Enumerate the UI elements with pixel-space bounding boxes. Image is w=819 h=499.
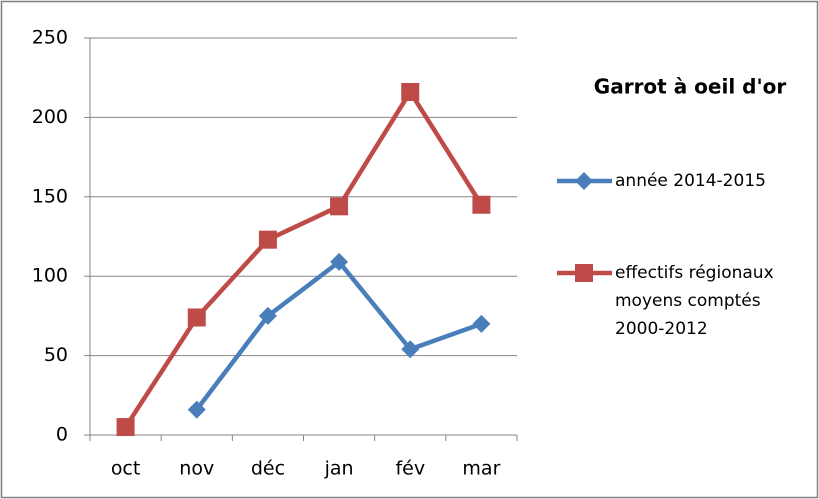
y-tick-label: 0 bbox=[56, 424, 68, 446]
y-tick-label: 50 bbox=[44, 344, 68, 366]
y-tick-label: 200 bbox=[32, 106, 68, 128]
y-tick-label: 100 bbox=[32, 265, 68, 287]
x-tick-label: nov bbox=[179, 458, 214, 480]
marker bbox=[187, 308, 206, 327]
marker bbox=[258, 306, 277, 325]
marker bbox=[472, 195, 491, 214]
x-tick-label: fév bbox=[395, 458, 425, 480]
legend-label: année 2014-2015 bbox=[615, 171, 766, 191]
x-tick-label: jan bbox=[324, 458, 354, 480]
marker bbox=[472, 314, 491, 333]
marker bbox=[116, 418, 135, 437]
x-tick-label: déc bbox=[251, 458, 285, 480]
legend-marker bbox=[575, 172, 593, 190]
marker bbox=[330, 197, 349, 216]
marker bbox=[187, 400, 206, 419]
legend-marker bbox=[575, 264, 593, 282]
marker bbox=[401, 340, 420, 359]
series-line bbox=[123, 89, 484, 429]
y-tick-label: 150 bbox=[32, 185, 68, 207]
chart-title: Garrot à oeil d'or bbox=[594, 75, 787, 99]
y-tick-label: 250 bbox=[32, 27, 68, 49]
x-tick-label: oct bbox=[111, 458, 141, 480]
marker bbox=[401, 82, 420, 101]
legend-label: effectifs régionaux moyens comptés 2000-… bbox=[615, 263, 774, 339]
marker bbox=[258, 230, 277, 249]
x-tick-label: mar bbox=[462, 458, 500, 480]
marker bbox=[330, 252, 349, 271]
